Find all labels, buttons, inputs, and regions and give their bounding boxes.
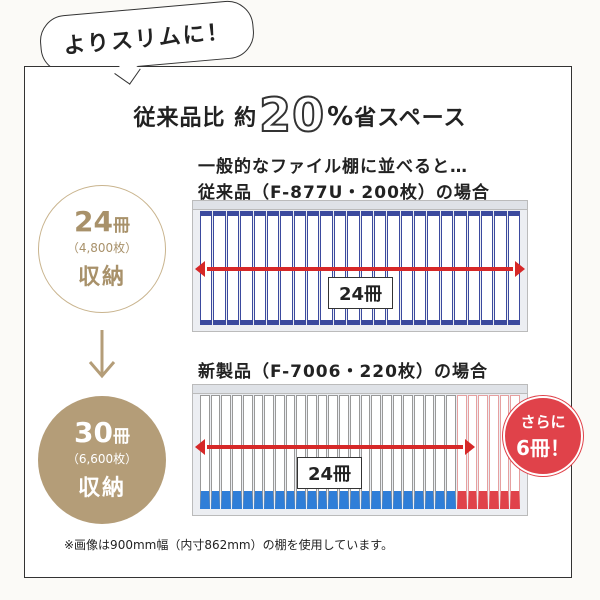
new-binder [242, 395, 253, 509]
new-binder [381, 395, 392, 509]
old-arrow-label: 24冊 [328, 277, 394, 309]
headline: 従来品比 約20%省スペース [60, 87, 540, 143]
new-capacity-circle: 30冊 （6,600枚） 収納 [38, 396, 166, 524]
new-binder [221, 395, 232, 509]
old-count: 24冊 [74, 204, 130, 238]
new-binder [360, 395, 371, 509]
down-arrow-icon [88, 330, 116, 379]
new-binder [307, 395, 317, 509]
new-binder [264, 395, 274, 509]
new-binder [296, 395, 307, 509]
new-binder [253, 395, 264, 509]
new-binder [210, 395, 221, 509]
callout-text: よりスリムに！ [62, 19, 232, 60]
new-binder [435, 395, 446, 509]
headline-unit: % [327, 102, 355, 132]
new-shelf: 24冊 [192, 384, 528, 516]
extra-badge-line2: 6冊！ [516, 436, 570, 460]
old-storage: 収納 [77, 264, 126, 290]
new-binder [328, 395, 339, 509]
new-binder [371, 395, 381, 509]
new-binders [200, 395, 521, 509]
new-binder [232, 395, 242, 509]
footnote: ※画像は900mm幅（内寸862mm）の棚を使用しています。 [64, 538, 394, 552]
headline-prefix: 従来品比 約 [133, 106, 258, 131]
new-count: 30冊 [74, 415, 130, 449]
new-binder [274, 395, 285, 509]
new-sheets: （6,600枚） [66, 451, 138, 466]
new-binder [488, 395, 499, 509]
extra-badge: さらに 6冊！ [503, 396, 583, 476]
headline-suffix: 省スペース [354, 106, 467, 131]
new-width-arrow [195, 439, 475, 455]
old-capacity-circle: 24冊 （4,800枚） 収納 [38, 185, 166, 313]
new-binder [317, 395, 328, 509]
new-binder [339, 395, 349, 509]
new-product-label: 新製品（F-7006・220枚）の場合 [198, 362, 488, 382]
old-width-arrow [195, 261, 525, 277]
callout-bubble: よりスリムに！ [37, 0, 256, 76]
old-sheets: （4,800枚） [66, 240, 138, 255]
new-binder [392, 395, 403, 509]
new-storage: 収納 [77, 475, 126, 501]
old-shelf: 24冊 [192, 200, 528, 332]
extra-badge-line1: さらに [520, 413, 566, 431]
new-binder [478, 395, 488, 509]
new-binder [424, 395, 435, 509]
headline-number: 20 [258, 87, 326, 143]
new-binder [285, 395, 296, 509]
new-binder [349, 395, 360, 509]
old-product-label: 従来品（F-877U・200枚）の場合 [198, 183, 490, 203]
new-binder [446, 395, 456, 509]
new-binder [414, 395, 424, 509]
intro-line: 一般的なファイル棚に並べると… [198, 157, 468, 177]
new-binder [403, 395, 414, 509]
new-arrow-label: 24冊 [297, 457, 363, 489]
